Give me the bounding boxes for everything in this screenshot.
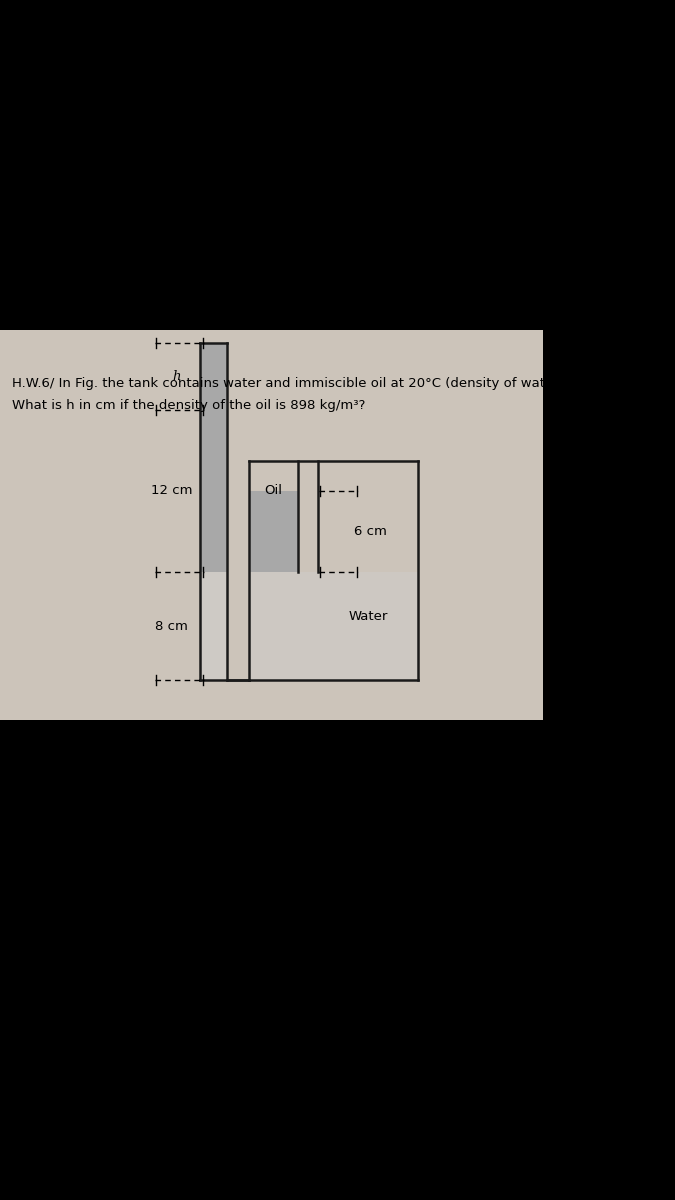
Bar <box>200 342 227 572</box>
Text: Oil: Oil <box>265 485 283 498</box>
Text: 8 cm: 8 cm <box>155 619 188 632</box>
Text: h: h <box>173 370 182 383</box>
Text: What is h in cm if the density of the oil is 898 kg/m³?: What is h in cm if the density of the oi… <box>12 398 365 412</box>
Text: H.W.6/ In Fig. the tank contains water and immiscible oil at 20°C (density of wa: H.W.6/ In Fig. the tank contains water a… <box>12 377 655 390</box>
Bar <box>250 491 298 572</box>
Bar <box>0 330 543 720</box>
Bar <box>250 572 418 680</box>
Text: 12 cm: 12 cm <box>151 485 192 498</box>
Bar <box>200 572 227 680</box>
Text: 6 cm: 6 cm <box>354 526 387 538</box>
Text: Water: Water <box>348 610 388 623</box>
